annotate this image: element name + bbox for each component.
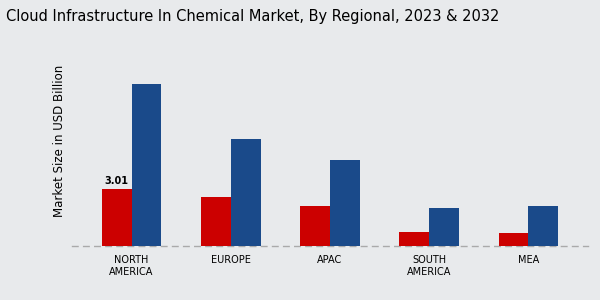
Bar — [201, 197, 231, 246]
Bar — [330, 160, 360, 246]
Bar — [499, 232, 529, 246]
Bar — [231, 139, 260, 246]
Bar — [429, 208, 459, 246]
Bar — [131, 84, 161, 246]
Bar — [300, 206, 330, 246]
Text: 3.01: 3.01 — [104, 176, 128, 186]
Text: Cloud Infrastructure In Chemical Market, By Regional, 2023 & 2032: Cloud Infrastructure In Chemical Market,… — [6, 9, 499, 24]
Bar — [102, 188, 131, 246]
Bar — [529, 206, 558, 246]
Y-axis label: Market Size in USD Billion: Market Size in USD Billion — [53, 65, 67, 217]
Bar — [400, 232, 429, 246]
